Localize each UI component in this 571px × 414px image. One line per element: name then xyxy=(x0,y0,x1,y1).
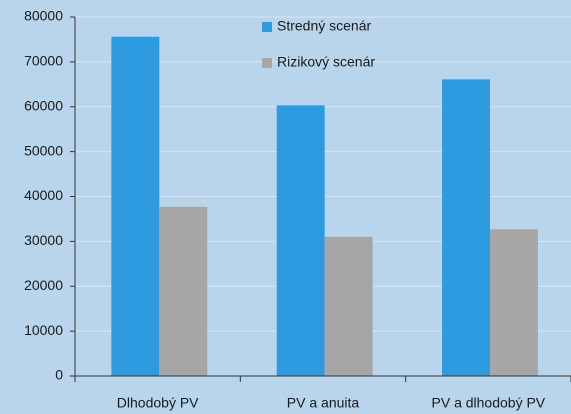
y-tick-label: 50000 xyxy=(24,142,63,158)
bar xyxy=(442,79,490,376)
y-tick-label: 30000 xyxy=(24,232,63,248)
legend-label: Stredný scenár xyxy=(277,18,371,34)
x-tick-label: Dlhodobý PV xyxy=(117,395,199,411)
legend-swatch xyxy=(262,58,272,68)
y-tick-label: 80000 xyxy=(24,8,63,24)
bar xyxy=(111,36,160,377)
y-tick-label: 0 xyxy=(55,367,63,383)
x-tick-label: PV a dlhodobý PV xyxy=(432,395,546,411)
bar xyxy=(324,236,373,376)
y-tick-label: 70000 xyxy=(24,53,63,69)
legend-label: Rizikový scenár xyxy=(277,54,375,70)
bar xyxy=(276,105,325,376)
y-tick-label: 60000 xyxy=(24,97,63,113)
legend-swatch xyxy=(262,22,272,32)
y-tick-label: 40000 xyxy=(24,187,63,203)
bar xyxy=(489,229,538,376)
y-tick-label: 20000 xyxy=(24,277,63,293)
x-tick-label: PV a anuita xyxy=(287,395,360,411)
y-tick-label: 10000 xyxy=(24,322,63,338)
bar xyxy=(159,206,208,376)
